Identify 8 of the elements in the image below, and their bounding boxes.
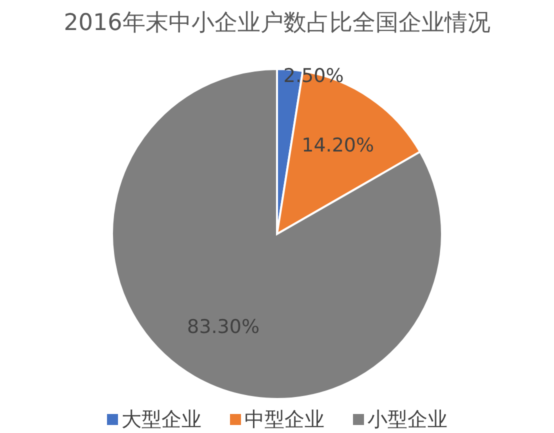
legend-label: 中型企业 — [244, 406, 324, 433]
chart-title: 2016年末中小企业户数占比全国企业情况 — [62, 9, 492, 38]
legend-label: 小型企业 — [366, 406, 448, 433]
data-label: 2.50% — [283, 65, 344, 88]
pie-slice — [111, 68, 443, 400]
legend-label: 大型企业 — [120, 406, 202, 433]
data-label: 14.20% — [302, 134, 374, 157]
data-label: 83.30% — [187, 316, 260, 338]
